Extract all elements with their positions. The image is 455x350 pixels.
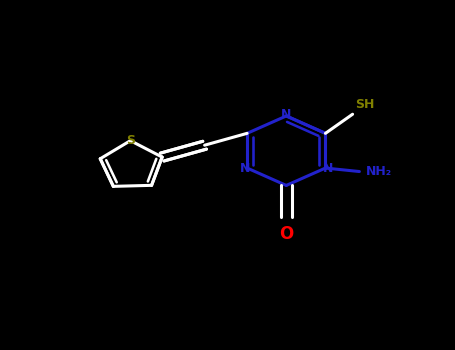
- Text: S: S: [126, 134, 135, 147]
- Text: SH: SH: [355, 98, 374, 111]
- Text: N: N: [323, 162, 333, 175]
- Text: O: O: [279, 225, 293, 243]
- Text: NH₂: NH₂: [366, 165, 392, 178]
- Text: N: N: [240, 162, 250, 175]
- Text: N: N: [281, 108, 292, 121]
